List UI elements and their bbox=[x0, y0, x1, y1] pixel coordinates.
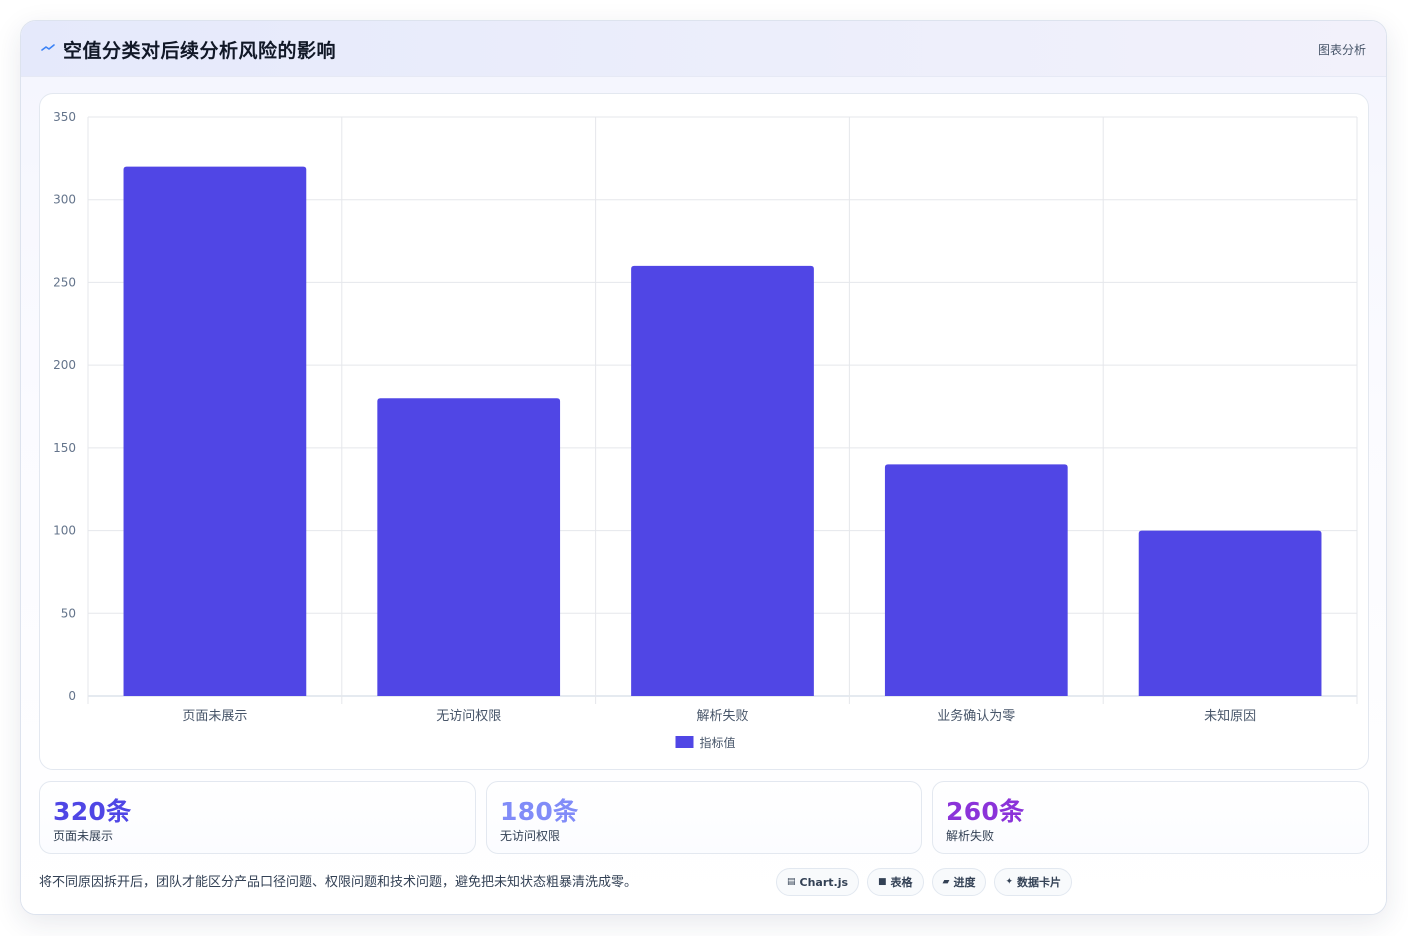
chart-icon: ▤ bbox=[787, 877, 796, 887]
chip-data-card[interactable]: ✦ 数据卡片 bbox=[994, 868, 1073, 896]
page-title: 空值分类对后续分析风险的影响 bbox=[63, 40, 337, 62]
x-tick-label: 业务确认为零 bbox=[937, 708, 1015, 724]
bar bbox=[884, 464, 1068, 696]
legend-label: 指标值 bbox=[700, 735, 736, 750]
y-tick-label: 350 bbox=[53, 110, 76, 124]
y-tick-label: 150 bbox=[53, 441, 76, 455]
x-tick-label: 页面未展示 bbox=[182, 709, 247, 724]
chip-progress[interactable]: ▰ 进度 bbox=[931, 868, 987, 896]
stat-value: 260条 bbox=[946, 797, 1025, 826]
bar bbox=[1138, 530, 1322, 696]
header-tag: 图表分析 bbox=[1317, 43, 1366, 57]
chart-card: 空值分类对后续分析风险的影响 图表分析 0 50 100 150 200 250 300 35… bbox=[20, 20, 1387, 915]
y-tick-label: 100 bbox=[53, 524, 76, 538]
tag-chips: ▤ Chart.js ■ 表格 ▰ 进度 ✦ 数据卡片 bbox=[776, 868, 1073, 896]
y-tick-label: 50 bbox=[61, 606, 76, 620]
x-tick-label: 未知原因 bbox=[1204, 708, 1256, 724]
progress-icon: ▰ bbox=[942, 877, 950, 887]
footer-note: 将不同原因拆开后，团队才能区分产品口径问题、权限问题和技术问题，避免把未知状态粗… bbox=[39, 875, 638, 890]
stat-label: 解析失败 bbox=[946, 829, 995, 843]
y-tick-label: 300 bbox=[53, 193, 76, 207]
chip-label: 数据卡片 bbox=[1017, 876, 1062, 889]
bar bbox=[631, 265, 814, 696]
stat-card-2: 180条 无访问权限 bbox=[486, 781, 922, 854]
card-header: 空值分类对后续分析风险的影响 图表分析 bbox=[21, 21, 1386, 77]
trend-line-icon bbox=[41, 44, 55, 51]
x-tick-label: 解析失败 bbox=[696, 709, 748, 724]
chart-panel: 0 50 100 150 200 250 300 350 页面未展示 无访问权限 解析失败 业务确认为… bbox=[39, 93, 1369, 770]
y-tick-label: 200 bbox=[53, 358, 76, 372]
x-tick-label: 无访问权限 bbox=[436, 708, 501, 724]
table-icon: ■ bbox=[878, 877, 887, 887]
chip-label: 进度 bbox=[953, 876, 976, 889]
stat-card-3: 260条 解析失败 bbox=[932, 781, 1369, 854]
stat-value: 320条 bbox=[53, 797, 132, 826]
stat-card-1: 320条 页面未展示 bbox=[39, 781, 476, 854]
y-tick-label: 0 bbox=[68, 689, 76, 703]
legend-swatch bbox=[675, 736, 694, 748]
sparkle-icon: ✦ bbox=[1005, 877, 1014, 887]
stat-label: 无访问权限 bbox=[500, 829, 561, 843]
stat-value: 180条 bbox=[500, 797, 579, 826]
bar bbox=[123, 166, 307, 697]
chip-chartjs[interactable]: ▤ Chart.js bbox=[776, 868, 860, 896]
stat-label: 页面未展示 bbox=[53, 829, 114, 843]
chip-label: Chart.js bbox=[799, 875, 849, 889]
y-tick-label: 250 bbox=[53, 275, 76, 289]
bar-chart: 0 50 100 150 200 250 300 350 页面未展示 无访问权限 解析失败 业务确认为… bbox=[53, 110, 1358, 750]
chip-table[interactable]: ■ 表格 bbox=[867, 868, 924, 896]
chip-label: 表格 bbox=[890, 876, 913, 889]
bar bbox=[377, 398, 561, 696]
